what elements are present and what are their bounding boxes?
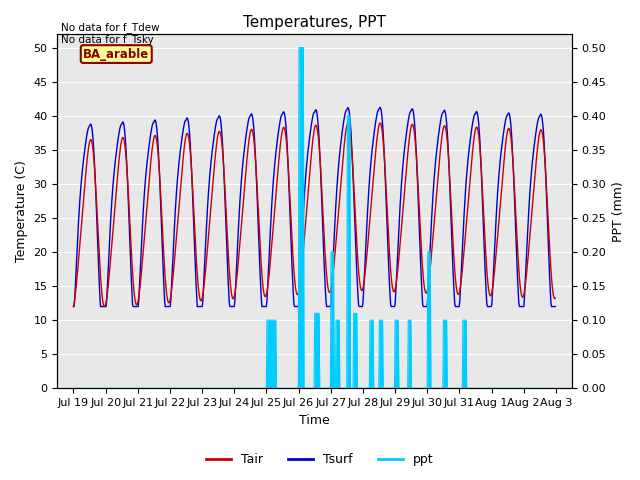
Title: Temperatures, PPT: Temperatures, PPT [243,15,386,30]
X-axis label: Time: Time [300,414,330,427]
Y-axis label: Temperature (C): Temperature (C) [15,160,28,262]
Legend: Tair, Tsurf, ppt: Tair, Tsurf, ppt [202,448,438,471]
Y-axis label: PPT (mm): PPT (mm) [612,181,625,241]
Text: BA_arable: BA_arable [83,48,149,60]
Text: No data for f_Tdew
No data for f_Tsky: No data for f_Tdew No data for f_Tsky [61,22,159,45]
